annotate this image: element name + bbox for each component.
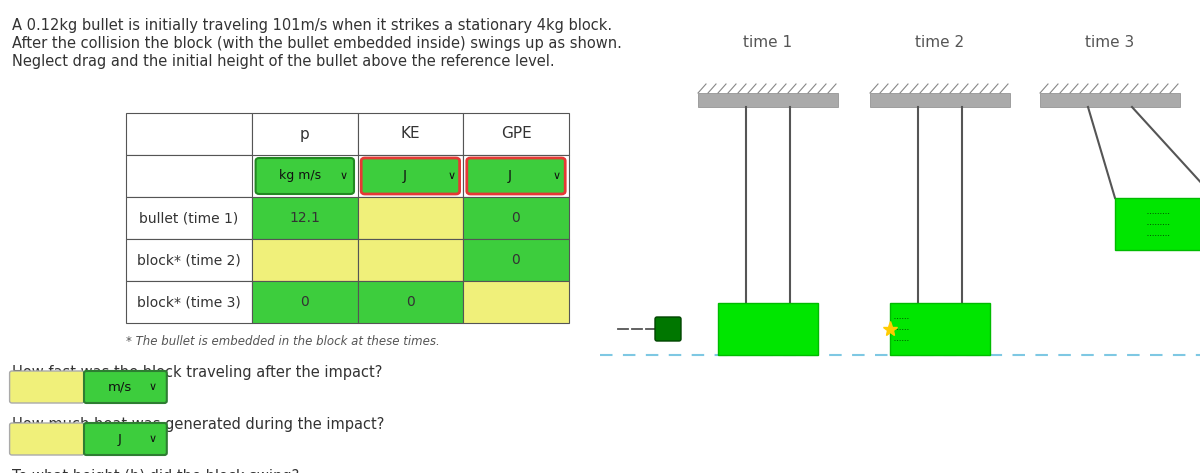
Bar <box>358 281 463 323</box>
FancyBboxPatch shape <box>655 317 682 341</box>
Text: GPE: GPE <box>500 126 532 141</box>
Bar <box>126 197 252 239</box>
Text: Neglect drag and the initial height of the bullet above the reference level.: Neglect drag and the initial height of t… <box>12 54 554 69</box>
Bar <box>463 239 569 281</box>
Bar <box>252 197 358 239</box>
Text: 12.1: 12.1 <box>289 211 320 225</box>
Bar <box>126 281 252 323</box>
Bar <box>463 113 569 155</box>
Text: bullet (time 1): bullet (time 1) <box>139 211 239 225</box>
Text: A 0.12kg bullet is initially traveling 101m/s when it strikes a stationary 4kg b: A 0.12kg bullet is initially traveling 1… <box>12 18 612 33</box>
Bar <box>1115 198 1200 250</box>
Bar <box>463 281 569 323</box>
Bar <box>252 239 358 281</box>
Text: ∨: ∨ <box>553 171 560 181</box>
Text: J: J <box>402 169 407 183</box>
FancyBboxPatch shape <box>10 423 84 455</box>
Text: block* (time 2): block* (time 2) <box>137 253 241 267</box>
Bar <box>358 239 463 281</box>
Bar <box>252 113 358 155</box>
Text: 0: 0 <box>511 253 521 267</box>
Text: ∨: ∨ <box>149 382 156 392</box>
Bar <box>1040 93 1180 107</box>
Bar <box>358 155 463 197</box>
Bar <box>463 155 569 197</box>
Bar <box>698 93 838 107</box>
FancyBboxPatch shape <box>84 371 167 403</box>
Text: * The bullet is embedded in the block at these times.: * The bullet is embedded in the block at… <box>126 335 439 348</box>
Text: 0: 0 <box>300 295 310 309</box>
Text: block* (time 3): block* (time 3) <box>137 295 241 309</box>
Bar <box>463 197 569 239</box>
Bar <box>358 113 463 155</box>
Text: ∨: ∨ <box>149 434 156 444</box>
FancyBboxPatch shape <box>361 158 460 194</box>
Text: KE: KE <box>401 126 420 141</box>
Bar <box>126 113 252 155</box>
FancyBboxPatch shape <box>256 158 354 194</box>
Text: After the collision the block (with the bullet embedded inside) swings up as sho: After the collision the block (with the … <box>12 36 622 51</box>
Text: How fast was the block traveling after the impact?: How fast was the block traveling after t… <box>12 365 383 380</box>
Text: To what height (h) did the block swing?: To what height (h) did the block swing? <box>12 469 299 473</box>
Bar <box>358 197 463 239</box>
FancyBboxPatch shape <box>467 158 565 194</box>
Text: time 1: time 1 <box>744 35 792 51</box>
Text: J: J <box>508 169 512 183</box>
Text: time 3: time 3 <box>1085 35 1135 51</box>
Bar <box>718 303 818 355</box>
Text: m/s: m/s <box>108 380 132 394</box>
Bar <box>252 281 358 323</box>
FancyBboxPatch shape <box>84 423 167 455</box>
Bar <box>890 303 990 355</box>
FancyBboxPatch shape <box>10 371 84 403</box>
Bar <box>126 239 252 281</box>
Text: kg m/s: kg m/s <box>278 169 322 183</box>
Text: How much heat was generated during the impact?: How much heat was generated during the i… <box>12 417 384 432</box>
Text: p: p <box>300 126 310 141</box>
Text: J: J <box>118 432 122 446</box>
Text: ∨: ∨ <box>448 171 455 181</box>
Text: 0: 0 <box>511 211 521 225</box>
Text: time 2: time 2 <box>916 35 965 51</box>
Text: 0: 0 <box>406 295 415 309</box>
Bar <box>870 93 1010 107</box>
Bar <box>126 155 252 197</box>
Text: ∨: ∨ <box>340 171 347 181</box>
